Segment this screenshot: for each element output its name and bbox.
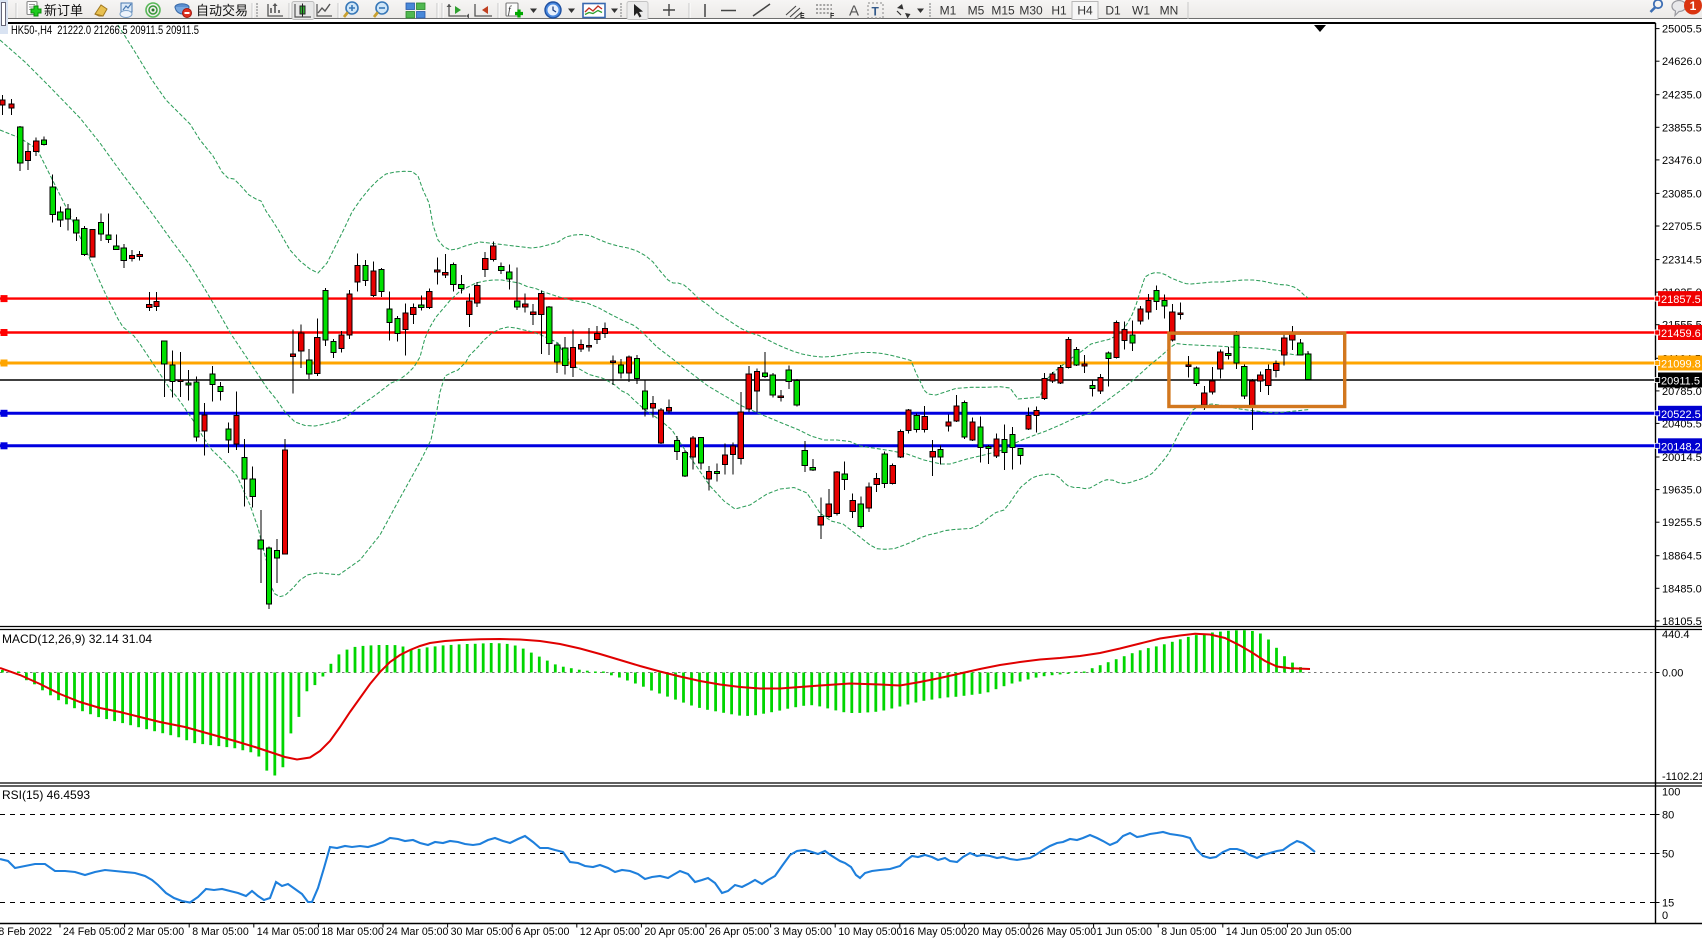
svg-text:RSI(15) 46.4593: RSI(15) 46.4593: [2, 788, 90, 802]
svg-text:20911.5: 20911.5: [1661, 376, 1700, 388]
svg-text:20405.5: 20405.5: [1662, 418, 1702, 430]
svg-text:MN: MN: [1160, 4, 1179, 18]
svg-text:24235.0: 24235.0: [1662, 90, 1702, 102]
svg-text:D1: D1: [1105, 4, 1121, 18]
svg-text:22314.5: 22314.5: [1662, 255, 1702, 267]
svg-text:M30: M30: [1019, 4, 1043, 18]
svg-text:E: E: [800, 13, 805, 20]
svg-text:12 Apr 05:00: 12 Apr 05:00: [580, 926, 640, 938]
svg-text:20 Apr 05:00: 20 Apr 05:00: [644, 926, 704, 938]
svg-text:25005.5: 25005.5: [1662, 24, 1702, 36]
svg-text:24 Feb 05:00: 24 Feb 05:00: [63, 926, 126, 938]
svg-text:T: T: [872, 5, 880, 19]
svg-text:20785.0: 20785.0: [1662, 386, 1702, 398]
svg-text:W1: W1: [1132, 4, 1150, 18]
svg-text:50: 50: [1662, 849, 1674, 861]
svg-text:8 Feb 2022: 8 Feb 2022: [0, 926, 52, 938]
svg-text:24 Mar 05:00: 24 Mar 05:00: [386, 926, 449, 938]
svg-text:15: 15: [1662, 898, 1674, 910]
svg-text:3 May 05:00: 3 May 05:00: [774, 926, 832, 938]
svg-text:8 Mar 05:00: 8 Mar 05:00: [192, 926, 249, 938]
svg-text:18 Mar 05:00: 18 Mar 05:00: [321, 926, 384, 938]
svg-text:14 Mar 05:00: 14 Mar 05:00: [257, 926, 320, 938]
svg-text:0.00: 0.00: [1662, 668, 1683, 680]
svg-text:MACD(12,26,9) 32.14 31.04: MACD(12,26,9) 32.14 31.04: [2, 632, 152, 646]
svg-text:f: f: [508, 5, 512, 16]
svg-text:0: 0: [1662, 910, 1668, 922]
svg-text:H1: H1: [1051, 4, 1067, 18]
svg-text:18105.5: 18105.5: [1662, 616, 1702, 628]
svg-text:2 Mar 05:00: 2 Mar 05:00: [128, 926, 185, 938]
svg-text:6 Apr 05:00: 6 Apr 05:00: [515, 926, 569, 938]
svg-text:24626.0: 24626.0: [1662, 56, 1702, 68]
svg-text:10 May 05:00: 10 May 05:00: [838, 926, 902, 938]
svg-text:20 May 05:00: 20 May 05:00: [967, 926, 1031, 938]
svg-text:A: A: [849, 3, 859, 20]
svg-text:23085.0: 23085.0: [1662, 188, 1702, 200]
svg-text:自动交易: 自动交易: [196, 3, 248, 18]
svg-text:1 Jun 05:00: 1 Jun 05:00: [1097, 926, 1152, 938]
svg-text:H4: H4: [1077, 4, 1093, 18]
svg-text:20 Jun 05:00: 20 Jun 05:00: [1290, 926, 1351, 938]
svg-text:M1: M1: [940, 4, 957, 18]
svg-text:21857.5: 21857.5: [1661, 294, 1701, 306]
svg-text:440.4: 440.4: [1662, 629, 1690, 641]
svg-text:26 May 05:00: 26 May 05:00: [1032, 926, 1096, 938]
svg-text:20014.5: 20014.5: [1662, 452, 1702, 464]
svg-text:22705.5: 22705.5: [1662, 221, 1702, 233]
svg-text:19635.0: 19635.0: [1662, 485, 1702, 497]
svg-text:1: 1: [1690, 0, 1697, 13]
svg-text:26 Apr 05:00: 26 Apr 05:00: [709, 926, 769, 938]
svg-text:-1102.21: -1102.21: [1662, 771, 1702, 783]
svg-text:21099.8: 21099.8: [1661, 359, 1701, 371]
svg-text:M5: M5: [968, 4, 985, 18]
svg-text:M15: M15: [991, 4, 1015, 18]
svg-text:21459.6: 21459.6: [1661, 328, 1701, 340]
svg-text:16 May 05:00: 16 May 05:00: [903, 926, 967, 938]
svg-text:23476.0: 23476.0: [1662, 155, 1702, 167]
svg-text:80: 80: [1662, 810, 1674, 822]
svg-text:20522.5: 20522.5: [1661, 409, 1701, 421]
svg-text:18864.5: 18864.5: [1662, 551, 1702, 563]
svg-text:新订单: 新订单: [44, 3, 83, 18]
svg-text:F: F: [830, 13, 835, 20]
svg-text:8 Jun 05:00: 8 Jun 05:00: [1161, 926, 1216, 938]
svg-text:18485.0: 18485.0: [1662, 583, 1702, 595]
svg-text:100: 100: [1662, 787, 1680, 799]
svg-text:HK50-,H4 21222.0 21266.5 2091: HK50-,H4 21222.0 21266.5 20911.5 20911.5: [11, 23, 199, 37]
svg-text:23855.5: 23855.5: [1662, 122, 1702, 134]
svg-text:20148.2: 20148.2: [1661, 441, 1701, 453]
svg-text:19255.5: 19255.5: [1662, 517, 1702, 529]
svg-text:30 Mar 05:00: 30 Mar 05:00: [451, 926, 514, 938]
svg-text:14 Jun 05:00: 14 Jun 05:00: [1226, 926, 1287, 938]
